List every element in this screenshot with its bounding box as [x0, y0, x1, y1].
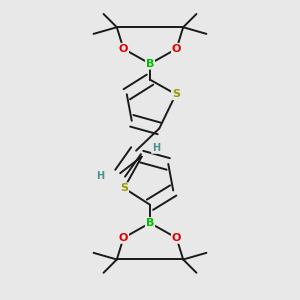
Text: S: S	[120, 183, 128, 193]
Text: S: S	[172, 89, 180, 99]
Text: O: O	[119, 233, 128, 243]
Text: H: H	[152, 143, 160, 153]
Text: O: O	[172, 233, 181, 243]
Text: O: O	[172, 44, 181, 54]
Text: H: H	[96, 171, 104, 181]
Text: B: B	[146, 218, 154, 228]
Text: O: O	[119, 44, 128, 54]
Text: B: B	[146, 59, 154, 69]
